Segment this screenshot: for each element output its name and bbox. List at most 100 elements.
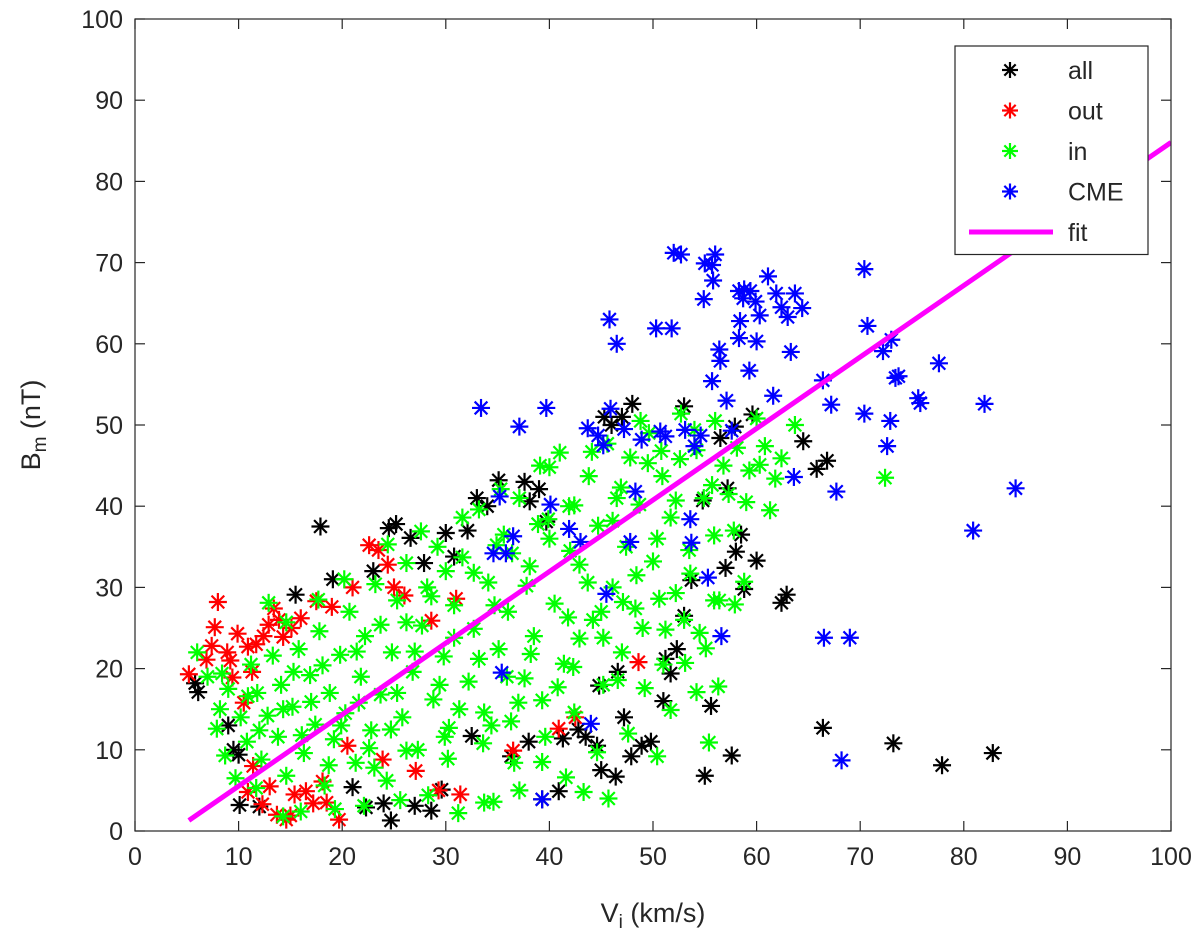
fit-layer xyxy=(187,140,1171,823)
data-point xyxy=(388,591,407,610)
data-point xyxy=(666,491,685,510)
data-point xyxy=(482,716,501,735)
data-point xyxy=(521,644,540,663)
data-point xyxy=(381,811,400,830)
data-point xyxy=(378,555,397,574)
data-point xyxy=(424,690,443,709)
y-tick-label: 0 xyxy=(109,818,123,846)
data-point xyxy=(302,692,321,711)
data-point xyxy=(682,533,701,552)
data-point xyxy=(430,675,449,694)
data-point xyxy=(294,744,313,763)
data-point xyxy=(505,753,524,772)
data-point xyxy=(469,649,488,668)
data-point xyxy=(778,308,797,327)
data-point xyxy=(536,727,555,746)
data-point xyxy=(319,756,338,775)
data-point xyxy=(377,771,396,790)
data-point xyxy=(284,662,303,681)
data-point xyxy=(378,535,397,554)
data-point xyxy=(709,677,728,696)
legend-entry-all: all xyxy=(1002,57,1093,85)
data-point xyxy=(832,751,851,770)
data-point xyxy=(681,510,700,529)
data-point xyxy=(331,645,350,664)
data-point xyxy=(366,575,385,594)
data-point xyxy=(793,299,812,318)
data-point xyxy=(449,804,468,823)
legend-entry-in: in xyxy=(1002,138,1087,166)
data-point xyxy=(881,411,900,430)
data-point xyxy=(719,485,738,504)
data-point xyxy=(228,624,247,643)
data-point xyxy=(510,417,529,436)
data-point xyxy=(818,451,837,470)
data-point xyxy=(496,544,515,563)
data-point xyxy=(565,703,584,722)
data-point xyxy=(648,529,667,548)
data-point xyxy=(419,786,438,805)
data-point xyxy=(397,554,416,573)
data-point xyxy=(884,734,903,753)
data-point xyxy=(654,692,673,711)
data-point xyxy=(626,599,645,618)
data-point xyxy=(313,656,332,675)
data-point xyxy=(621,532,640,551)
legend-marker xyxy=(1002,183,1018,200)
data-point xyxy=(714,456,733,475)
data-point xyxy=(253,795,272,814)
data-point xyxy=(929,354,948,373)
data-point xyxy=(933,756,952,775)
data-point xyxy=(340,602,359,621)
x-axis-label-unit: (km/s) xyxy=(623,898,705,928)
data-point xyxy=(746,292,765,311)
data-point xyxy=(581,714,600,733)
data-point xyxy=(533,691,552,710)
x-tick-label: 60 xyxy=(743,843,771,871)
y-axis-label-unit: (nT) xyxy=(16,380,46,437)
data-point xyxy=(772,298,791,317)
data-point xyxy=(252,750,271,769)
data-point xyxy=(570,555,589,574)
data-point xyxy=(699,733,718,752)
data-point xyxy=(415,554,434,573)
data-point xyxy=(619,724,638,743)
series-cme xyxy=(472,243,1025,809)
data-point xyxy=(309,590,328,609)
data-point xyxy=(676,420,695,439)
data-point xyxy=(676,653,695,672)
y-tick-label: 30 xyxy=(95,574,123,602)
data-point xyxy=(387,515,406,534)
data-point xyxy=(260,777,279,796)
data-point xyxy=(644,552,662,571)
data-point xyxy=(725,595,744,614)
data-point xyxy=(729,329,748,348)
data-point xyxy=(338,736,357,755)
data-point xyxy=(487,536,506,555)
data-point xyxy=(1006,479,1025,498)
data-point xyxy=(524,627,543,646)
data-point xyxy=(681,564,700,583)
data-point xyxy=(231,708,250,727)
data-point xyxy=(385,578,403,597)
data-point xyxy=(213,664,232,683)
data-point xyxy=(983,744,1002,763)
y-tick-label: 40 xyxy=(95,493,123,521)
data-point xyxy=(964,521,983,540)
data-point xyxy=(607,334,626,353)
data-point xyxy=(289,640,308,659)
data-point xyxy=(519,732,538,751)
data-point xyxy=(671,245,690,264)
data-point xyxy=(755,437,774,456)
data-point xyxy=(722,746,741,765)
data-point xyxy=(716,558,735,577)
data-point xyxy=(335,570,354,589)
data-point xyxy=(250,721,269,740)
legend-label: fit xyxy=(1068,219,1088,247)
data-point xyxy=(422,801,441,820)
data-point xyxy=(656,620,675,639)
data-point xyxy=(705,526,724,545)
data-point xyxy=(405,642,424,661)
data-point xyxy=(597,584,616,603)
